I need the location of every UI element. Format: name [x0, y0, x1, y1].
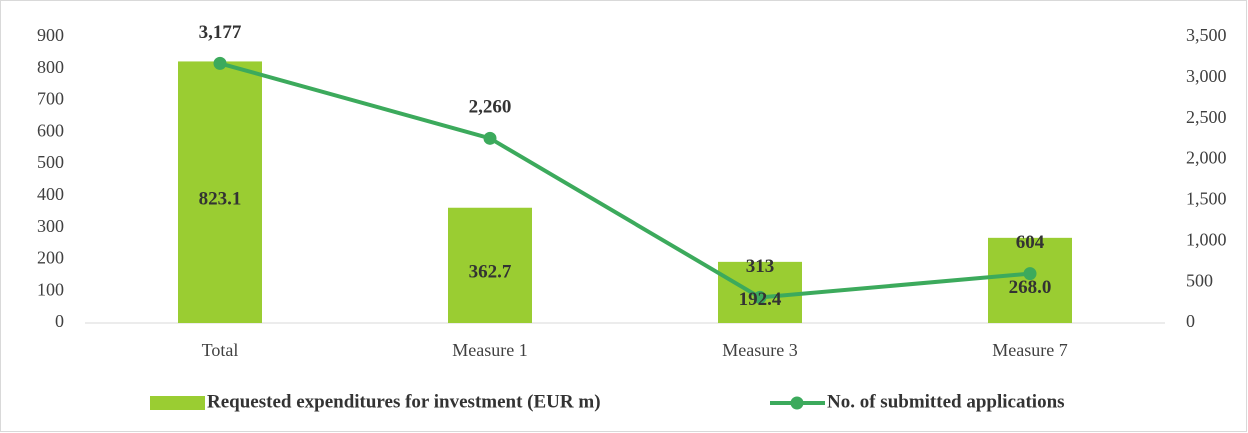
- data-label: 192.4: [739, 289, 782, 310]
- line-marker: [483, 131, 497, 145]
- y2-tick-label: 2,000: [1186, 148, 1227, 168]
- y-tick-label: 500: [37, 152, 64, 172]
- line-marker: [213, 56, 227, 70]
- x-tick-label: Measure 1: [452, 340, 527, 360]
- data-label: 2,260: [469, 97, 512, 118]
- y2-tick-label: 3,500: [1186, 25, 1227, 45]
- y-tick-label: 100: [37, 279, 64, 299]
- y-tick-label: 400: [37, 184, 64, 204]
- data-label: 3,177: [199, 22, 242, 43]
- bar: [178, 61, 262, 324]
- y-tick-label: 300: [37, 216, 64, 236]
- legend-swatch: [150, 396, 205, 410]
- y2-tick-label: 0: [1186, 311, 1195, 331]
- y-tick-label: 200: [37, 248, 64, 268]
- bar: [988, 237, 1072, 323]
- data-label: 268.0: [1009, 277, 1052, 298]
- x-tick-label: Measure 7: [992, 340, 1067, 360]
- data-label: 313: [746, 256, 775, 277]
- data-label: 362.7: [469, 262, 512, 283]
- y-tick-label: 700: [37, 89, 64, 109]
- y2-tick-label: 1,500: [1186, 189, 1227, 209]
- y2-tick-label: 3,000: [1186, 66, 1227, 86]
- line-marker: [753, 290, 767, 304]
- x-tick-label: Measure 3: [722, 340, 797, 360]
- y2-tick-label: 1,000: [1186, 229, 1227, 249]
- legend-marker: [790, 396, 804, 410]
- bar: [448, 207, 532, 323]
- y-tick-label: 600: [37, 120, 64, 140]
- x-tick-label: Total: [202, 340, 239, 360]
- legend-label: Requested expenditures for investment (E…: [207, 391, 601, 412]
- y-tick-label: 800: [37, 57, 64, 77]
- line-marker: [1023, 267, 1037, 281]
- data-label: 604: [1016, 232, 1045, 253]
- y-tick-label: 900: [37, 25, 64, 45]
- data-label: 823.1: [199, 189, 242, 210]
- y2-tick-label: 2,500: [1186, 107, 1227, 127]
- line: [219, 61, 1031, 300]
- y2-tick-label: 500: [1186, 270, 1213, 290]
- y-tick-label: 0: [55, 311, 64, 331]
- legend-label: No. of submitted applications: [827, 391, 1065, 412]
